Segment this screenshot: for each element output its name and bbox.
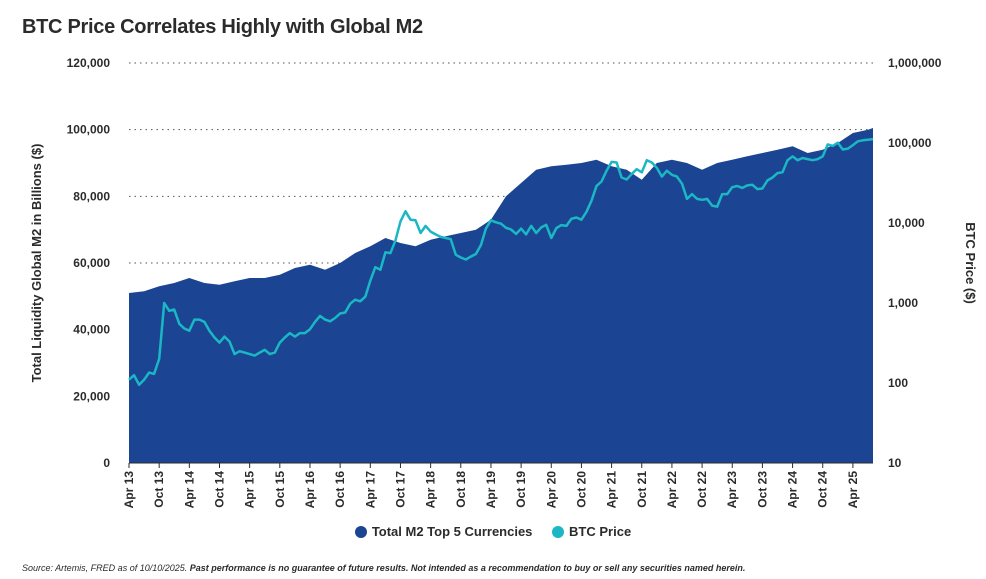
- x-tick-label: Apr 21: [605, 471, 619, 509]
- legend-item-btc: BTC Price: [552, 524, 631, 539]
- right-axis-title: BTC Price ($): [963, 222, 978, 304]
- source-note: Source: Artemis, FRED as of 10/10/2025. …: [22, 563, 745, 573]
- chart-title: BTC Price Correlates Highly with Global …: [22, 16, 423, 38]
- x-tick-label: Apr 13: [122, 471, 136, 509]
- x-tick-label: Apr 23: [725, 471, 739, 509]
- legend-label-btc: BTC Price: [569, 524, 632, 539]
- x-tick-label: Apr 19: [484, 471, 498, 509]
- source-prefix: Source: Artemis, FRED as of 10/10/2025.: [22, 563, 188, 573]
- legend-item-m2: Total M2 Top 5 Currencies: [354, 524, 533, 539]
- x-tick-label: Apr 24: [786, 471, 800, 509]
- x-tick-label: Apr 17: [363, 471, 377, 509]
- legend-dot-btc: [552, 525, 565, 538]
- x-tick-label: Oct 16: [333, 471, 347, 508]
- x-tick-label: Oct 23: [755, 471, 769, 508]
- legend-label-m2: Total M2 Top 5 Currencies: [371, 524, 533, 539]
- x-tick-label: Oct 19: [514, 471, 528, 508]
- x-tick-label: Oct 15: [273, 471, 287, 508]
- left-axis-ticks: 0 20,000 40,000 60,000 80,000 100,000 120,000: [67, 56, 111, 470]
- source-disclaimer: Past performance is no guarantee of futu…: [189, 563, 746, 573]
- legend: Total M2 Top 5 Currencies BTC Price: [0, 524, 986, 541]
- left-tick-label: 120,000: [67, 56, 111, 70]
- x-tick-label: Apr 14: [182, 471, 196, 509]
- x-tick-label: Oct 21: [635, 471, 649, 508]
- x-tick-label: Apr 15: [243, 471, 257, 509]
- left-tick-label: 80,000: [73, 189, 110, 203]
- legend-dot-m2: [354, 525, 367, 538]
- btc-price-line: [128, 137, 874, 387]
- right-tick-label: 10: [888, 456, 902, 470]
- x-tick-label: Apr 25: [846, 471, 860, 509]
- right-tick-label: 1,000: [888, 296, 918, 310]
- x-tick-label: Apr 18: [424, 471, 438, 509]
- x-tick-label: Oct 24: [816, 471, 830, 508]
- x-tick-label: Apr 16: [303, 471, 317, 509]
- left-tick-label: 20,000: [73, 389, 110, 403]
- right-tick-label: 10,000: [888, 216, 925, 230]
- x-tick-label: Apr 22: [665, 471, 679, 509]
- x-tick-label: Oct 17: [393, 471, 407, 508]
- x-tick-label: Oct 20: [574, 471, 588, 508]
- x-tick-label: Oct 14: [212, 471, 226, 508]
- left-tick-label: 60,000: [73, 256, 110, 270]
- x-tick-label: Oct 13: [152, 471, 166, 508]
- right-tick-label: 1,000,000: [888, 56, 942, 70]
- x-tick-label: Oct 18: [454, 471, 468, 508]
- left-tick-label: 100,000: [67, 123, 111, 137]
- chart-svg: 020,00040,00060,00080,000100,000120,000 …: [29, 56, 978, 508]
- x-tick-label: Apr 20: [544, 471, 558, 509]
- left-tick-label: 0: [103, 456, 110, 470]
- right-axis-ticks: 10 100 1,000 10,000 100,000 1,000,000: [888, 56, 942, 470]
- right-tick-label: 100: [888, 376, 908, 390]
- x-axis-ticks: Apr 13 Oct 13 Apr 14 Oct 14 Apr 15 Oct 15 Apr …: [122, 463, 860, 508]
- x-tick-label: Oct 22: [695, 471, 709, 508]
- left-tick-label: 40,000: [73, 323, 110, 337]
- left-axis-title: Total Liquidity Global M2 in Billions ($…: [29, 144, 44, 383]
- m2-area-series: [129, 128, 873, 463]
- right-tick-label: 100,000: [888, 136, 932, 150]
